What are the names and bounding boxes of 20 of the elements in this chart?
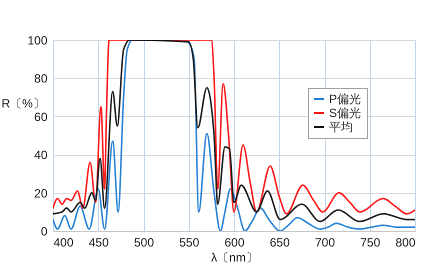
x-tick-label: 400 [54,236,74,250]
x-tick-label: 600 [224,236,245,250]
legend-label: P偏光 [329,92,362,106]
x-tick-label: 700 [314,236,336,250]
y-tick-label: 60 [34,110,48,124]
y-axis-title: R〔%〕 [2,96,45,110]
x-axis-title: λ〔nm〕 [211,250,258,264]
y-tick-label: 100 [27,34,48,48]
x-tick-label: 800 [395,236,416,250]
x-tick-label: 500 [134,236,154,250]
x-tick-label: 650 [270,236,290,250]
y-tick-label: 80 [34,72,48,86]
y-tick-label: 40 [34,148,48,162]
legend-label: 平均 [329,120,353,134]
x-tick-label: 450 [88,236,110,250]
x-tick-label: 550 [179,236,200,250]
y-tick-label: 0 [40,224,48,238]
y-tick-label: 20 [34,186,48,200]
legend-label: S偏光 [329,106,362,120]
x-tick-label: 750 [360,236,381,250]
